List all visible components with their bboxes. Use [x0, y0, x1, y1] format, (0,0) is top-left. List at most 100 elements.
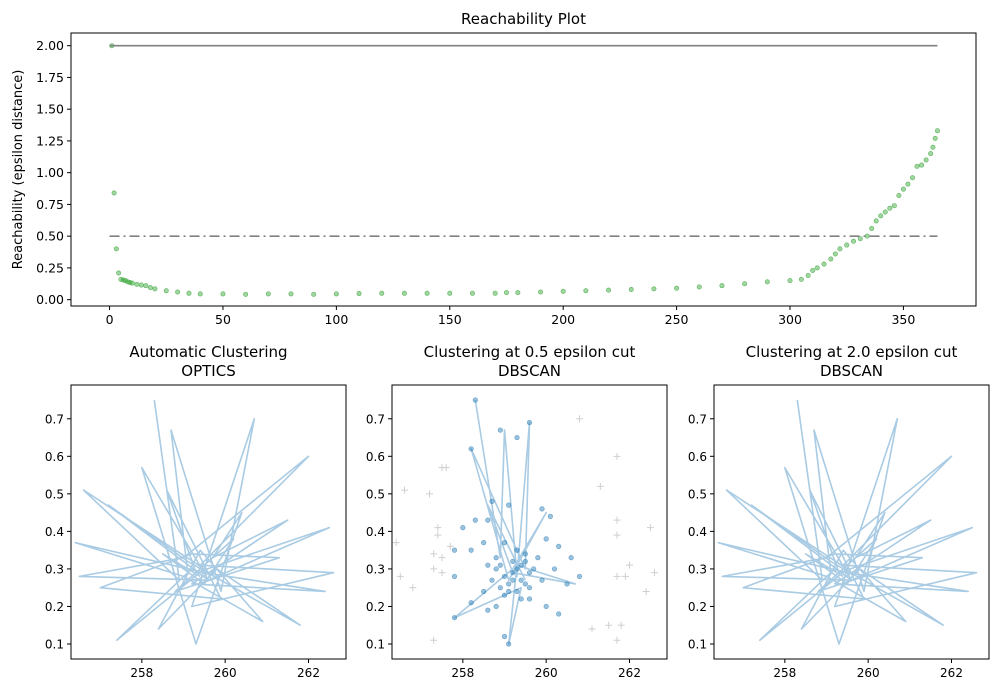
reachability-point — [914, 163, 920, 169]
dbscan-05-y-tick-label: 0.3 — [366, 562, 385, 576]
reachability-y-axis-label: Reachability (epsilon distance) — [11, 70, 26, 270]
dbscan-05-cluster-point — [526, 596, 533, 602]
dbscan-05-cluster-point — [497, 585, 503, 591]
dbscan-20-y-tick-label: 0.7 — [688, 412, 707, 426]
dbscan-05-noise-point — [613, 531, 621, 539]
reachability-point — [798, 276, 804, 282]
reachability-x-tick-label: 350 — [891, 312, 915, 327]
dbscan-05-noise-point — [446, 542, 454, 550]
dbscan-05-cluster-point — [510, 558, 516, 565]
dbscan-05-noise-point — [396, 572, 404, 580]
reachability-point — [887, 205, 893, 211]
dbscan-20-cluster-line — [717, 399, 978, 645]
dbscan-05-noise-point — [576, 415, 583, 423]
optics-y-tick-label: 0.2 — [45, 600, 64, 614]
optics-x-tick-label: 258 — [130, 666, 153, 680]
dbscan-05-cluster-point — [468, 547, 474, 553]
dbscan-05-cluster-point — [514, 434, 520, 441]
reachability-point — [147, 285, 153, 291]
dbscan-20-x-tick-label: 262 — [940, 666, 963, 680]
dbscan-20-y-ticks: 0.1 0.2 0.3 0.4 0.5 0.6 0.7 — [688, 412, 714, 651]
dbscan-05-x-tick-label: 262 — [618, 666, 641, 680]
reachability-y-tick-label: 0.75 — [36, 197, 64, 212]
dbscan-05-cluster-point — [539, 506, 545, 512]
reachability-x-ticks: 0 50 100 150 200 250 300 350 — [106, 306, 915, 327]
dbscan-20-title-line-1: Clustering at 2.0 epsilon cut — [746, 343, 958, 361]
dbscan-05-cluster-point — [526, 570, 533, 576]
reachability-x-tick-label: 100 — [324, 312, 348, 327]
reachability-point — [220, 291, 226, 297]
dbscan-05-cluster-point — [556, 611, 562, 617]
reachability-point — [175, 289, 181, 295]
dbscan-05-panel: 258 260 262 0.1 0.2 0.3 0.4 0.5 0.6 0.7 Clusteri… — [366, 343, 668, 680]
reachability-point — [152, 286, 158, 292]
dbscan-05-cluster-point — [531, 566, 537, 572]
reachability-point — [896, 193, 902, 199]
dbscan-05-cluster-point — [518, 577, 524, 583]
dbscan-20-panel: 258 260 262 0.1 0.2 0.3 0.4 0.5 0.6 0.7 Clusteri… — [688, 343, 990, 680]
optics-marks — [74, 399, 335, 645]
dbscan-05-cluster-point — [535, 555, 541, 561]
reachability-point — [163, 288, 169, 294]
reachability-point — [583, 288, 589, 294]
dbscan-05-cluster-point — [485, 607, 491, 613]
dbscan-20-marks — [717, 399, 978, 645]
reachability-point — [143, 283, 149, 289]
dbscan-20-title-line-2: DBSCAN — [820, 362, 883, 380]
dbscan-05-y-tick-label: 0.7 — [366, 412, 385, 426]
dbscan-05-noise-point — [401, 486, 408, 494]
reachability-point — [138, 282, 144, 288]
reachability-point — [538, 289, 544, 295]
dbscan-05-cluster-point — [556, 543, 562, 549]
reachability-point — [934, 128, 940, 134]
reachability-point — [805, 273, 811, 279]
dbscan-05-cluster-point — [510, 570, 516, 576]
reachability-point — [787, 278, 793, 284]
optics-cluster-line — [74, 399, 335, 645]
dbscan-05-x-tick-label: 260 — [535, 666, 558, 680]
dbscan-05-cluster-point — [506, 581, 512, 587]
reachability-point — [560, 288, 566, 294]
dbscan-05-cluster-point — [481, 588, 487, 595]
dbscan-05-noise-point — [426, 490, 433, 498]
dbscan-05-y-ticks: 0.1 0.2 0.3 0.4 0.5 0.6 0.7 — [366, 412, 392, 651]
dbscan-20-y-tick-label: 0.3 — [688, 562, 707, 576]
dbscan-05-noise-point — [430, 636, 438, 644]
dbscan-05-cluster-point — [501, 540, 508, 546]
dbscan-05-cluster-point — [506, 588, 512, 595]
dbscan-05-cluster-point — [497, 562, 503, 568]
optics-x-ticks: 258 260 262 — [130, 659, 320, 680]
reachability-y-tick-label: 1.75 — [36, 70, 64, 85]
dbscan-05-cluster-point — [481, 540, 487, 546]
dbscan-05-noise-point — [596, 482, 604, 490]
dbscan-05-noise-point — [434, 531, 442, 539]
reachability-point — [129, 280, 135, 286]
reachability-point — [891, 203, 897, 209]
dbscan-05-cluster-point — [493, 566, 499, 572]
reachability-point — [116, 270, 122, 276]
reachability-x-tick-label: 300 — [778, 312, 802, 327]
optics-y-tick-label: 0.4 — [45, 525, 64, 539]
reachability-point — [869, 226, 875, 232]
reachability-point — [503, 290, 509, 296]
reachability-point — [197, 291, 203, 297]
dbscan-05-y-tick-label: 0.5 — [366, 487, 385, 501]
dbscan-05-x-ticks: 258 260 262 — [451, 659, 641, 680]
dbscan-05-cluster-point — [522, 581, 528, 587]
reachability-point — [696, 284, 702, 290]
dbscan-20-y-tick-label: 0.4 — [688, 525, 707, 539]
dbscan-05-noise-point — [646, 524, 654, 532]
reachability-point — [814, 265, 820, 271]
optics-x-tick-label: 260 — [214, 666, 237, 680]
dbscan-05-cluster-point — [506, 502, 512, 508]
reachability-x-tick-label: 200 — [551, 312, 575, 327]
dbscan-05-marks — [392, 397, 658, 647]
dbscan-05-cluster-point — [526, 419, 533, 426]
dbscan-05-cluster-point — [514, 566, 520, 572]
reachability-point — [719, 283, 725, 289]
reachability-point — [909, 175, 915, 181]
dbscan-05-y-tick-label: 0.2 — [366, 600, 385, 614]
dbscan-05-noise-point — [613, 636, 621, 644]
reachability-point — [923, 157, 929, 163]
reachability-point — [810, 267, 816, 273]
